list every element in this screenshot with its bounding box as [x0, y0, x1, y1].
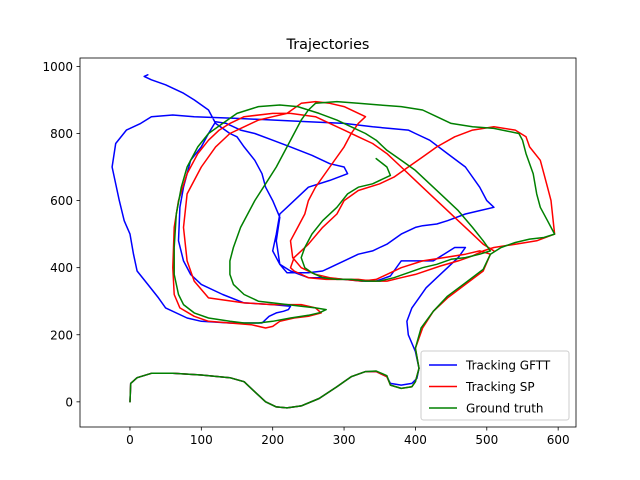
y-tick-label: 600 [50, 194, 73, 208]
x-tick-label: 300 [333, 433, 356, 447]
legend-box [420, 350, 570, 421]
axes-frame [79, 57, 577, 428]
legend-label-0: Tracking GFTT [465, 359, 551, 373]
y-tick-label: 200 [50, 328, 73, 342]
y-tick-label: 0 [65, 395, 73, 409]
x-tick-label: 400 [404, 433, 427, 447]
y-tick-label: 1000 [42, 60, 73, 74]
series-line-1 [129, 100, 556, 409]
legend: Tracking GFTT Tracking SP Ground truth [420, 350, 570, 421]
axis-ticks: 0 100 200 300 400 500 600 0 200 400 600 800 1000 [42, 60, 569, 447]
series-line-2 [129, 100, 556, 409]
y-tick-label: 800 [50, 127, 73, 141]
x-tick-label: 600 [547, 433, 570, 447]
x-tick-label: 500 [475, 433, 498, 447]
legend-label-1: Tracking SP [465, 380, 535, 394]
series-line-0 [111, 74, 495, 409]
x-tick-label: 200 [261, 433, 284, 447]
x-tick-label: 0 [126, 433, 134, 447]
legend-label-2: Ground truth [466, 402, 544, 416]
chart-title: Trajectories [286, 37, 370, 53]
plot-area [111, 74, 556, 409]
x-tick-label: 100 [190, 433, 213, 447]
y-tick-label: 400 [50, 261, 73, 275]
